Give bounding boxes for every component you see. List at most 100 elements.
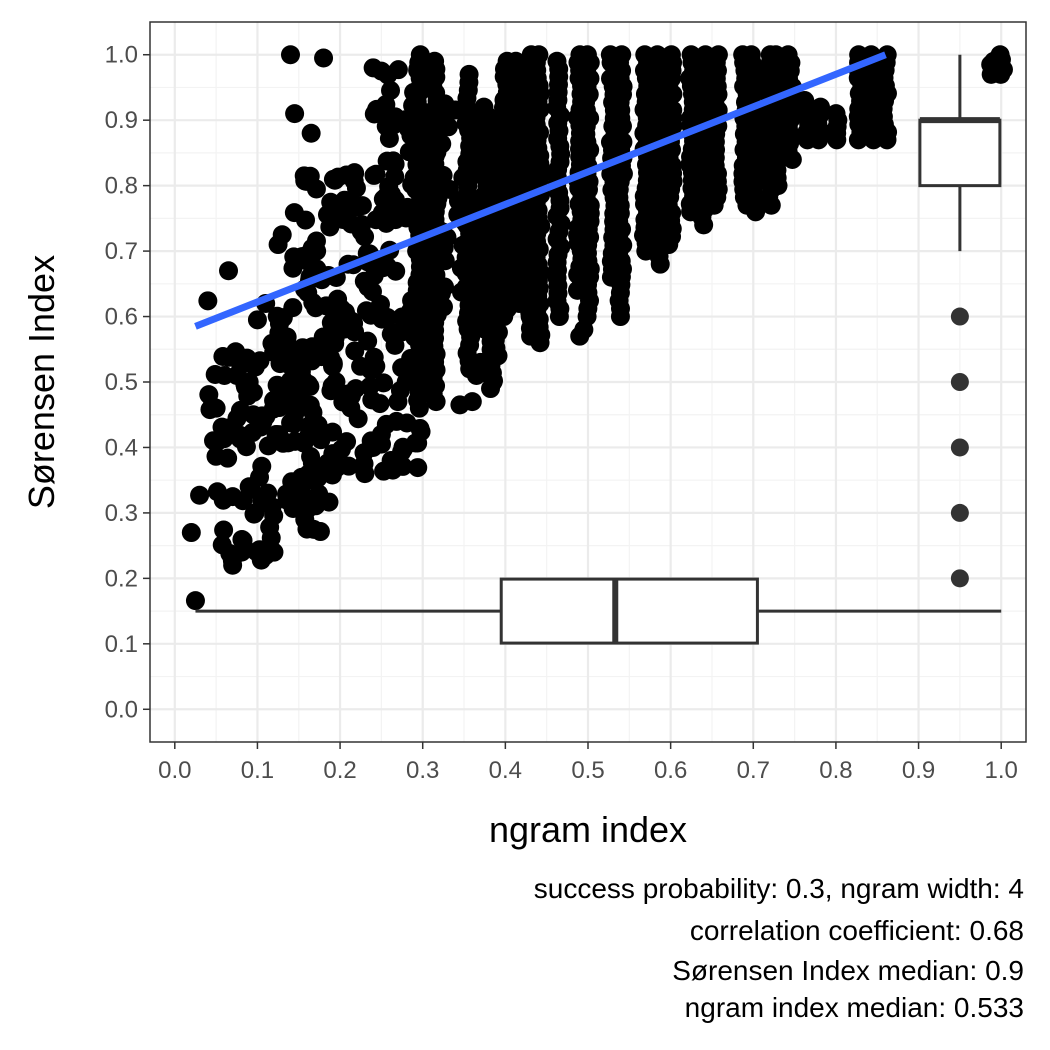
data-point — [470, 215, 490, 235]
data-point — [341, 398, 361, 418]
data-point — [388, 392, 408, 412]
data-point — [371, 424, 391, 444]
data-point — [795, 91, 815, 111]
y-tick-label: 0.9 — [105, 107, 138, 134]
data-point — [273, 433, 293, 453]
y-box-outlier — [950, 438, 969, 457]
data-point — [323, 353, 343, 373]
data-point — [264, 542, 284, 562]
data-point — [218, 448, 238, 468]
data-point — [366, 356, 386, 376]
data-point — [392, 440, 412, 460]
data-point — [468, 164, 488, 184]
data-point — [284, 247, 304, 267]
data-point — [471, 352, 491, 372]
data-point — [190, 485, 210, 505]
data-point — [577, 45, 597, 65]
data-point — [356, 301, 376, 321]
data-point — [346, 178, 366, 198]
data-point — [413, 208, 433, 228]
data-point — [284, 203, 304, 223]
data-point — [260, 517, 280, 537]
data-point — [306, 496, 326, 516]
data-point — [463, 103, 483, 123]
data-point — [388, 322, 408, 342]
data-point — [439, 179, 459, 199]
data-point — [306, 231, 326, 251]
data-point — [355, 464, 375, 484]
data-point — [297, 519, 317, 539]
y-tick-label: 1.0 — [105, 42, 138, 69]
x-tick-label: 1.0 — [985, 757, 1018, 784]
data-point — [358, 331, 378, 351]
data-point — [214, 365, 234, 385]
data-point — [239, 372, 259, 392]
data-point — [247, 310, 267, 330]
y-tick-label: 0.1 — [105, 631, 138, 658]
data-point — [415, 269, 435, 289]
y-box-outlier — [950, 569, 969, 588]
data-point — [207, 482, 227, 502]
data-point — [323, 422, 343, 442]
data-point — [362, 390, 382, 410]
data-point — [574, 320, 594, 340]
x-tick-label: 0.2 — [323, 757, 356, 784]
data-point — [408, 59, 428, 79]
data-point — [267, 306, 287, 326]
caption-line-1: success probability: 0.3, ngram width: 4 — [534, 873, 1024, 904]
data-point — [380, 110, 400, 130]
data-point — [181, 523, 201, 543]
data-point — [289, 376, 309, 396]
boxplot-layer — [195, 54, 1002, 645]
data-point — [386, 261, 406, 281]
data-point — [252, 491, 272, 511]
y-tick-label: 0.2 — [105, 565, 138, 592]
data-point — [778, 45, 798, 65]
caption-line-4: ngram index median: 0.533 — [685, 992, 1024, 1023]
data-point — [273, 390, 293, 410]
data-point — [433, 297, 453, 317]
data-point — [451, 282, 471, 302]
data-point — [402, 291, 422, 311]
data-point — [337, 432, 357, 452]
x-tick-label: 0.7 — [737, 757, 770, 784]
data-point — [352, 196, 372, 216]
data-point — [291, 478, 311, 498]
data-point — [232, 530, 252, 550]
data-point — [288, 362, 308, 382]
data-point — [362, 282, 382, 302]
data-point — [214, 520, 234, 540]
data-point — [388, 60, 408, 80]
data-point — [457, 152, 477, 172]
x-box — [499, 577, 759, 645]
data-point — [420, 244, 440, 264]
x-tick-label: 0.1 — [241, 757, 274, 784]
data-points — [181, 45, 1013, 611]
y-axis-title: Sørensen Index — [21, 255, 62, 509]
y-axis-ticks: 0.0 0.1 0.2 0.3 0.4 0.5 0.6 0.7 0.8 0.9 1.0 — [105, 42, 150, 723]
data-point — [239, 477, 259, 497]
y-tick-label: 0.5 — [105, 369, 138, 396]
data-point — [325, 334, 345, 354]
data-point — [612, 45, 632, 65]
y-tick-label: 0.4 — [105, 434, 138, 461]
data-point — [219, 347, 239, 367]
data-point — [425, 51, 445, 71]
data-point — [483, 372, 503, 392]
data-point — [198, 291, 218, 311]
data-point — [281, 413, 301, 433]
data-point — [299, 416, 319, 436]
data-point — [380, 188, 400, 208]
data-point — [333, 210, 353, 230]
data-point — [984, 51, 1004, 71]
data-point — [301, 123, 321, 143]
data-point — [302, 337, 322, 357]
y-tick-label: 0.8 — [105, 173, 138, 200]
data-point — [277, 327, 297, 347]
data-point — [427, 142, 447, 162]
data-point — [372, 203, 392, 223]
data-point — [462, 392, 482, 412]
data-point — [547, 51, 567, 71]
data-point — [403, 322, 423, 342]
data-point — [250, 351, 270, 371]
